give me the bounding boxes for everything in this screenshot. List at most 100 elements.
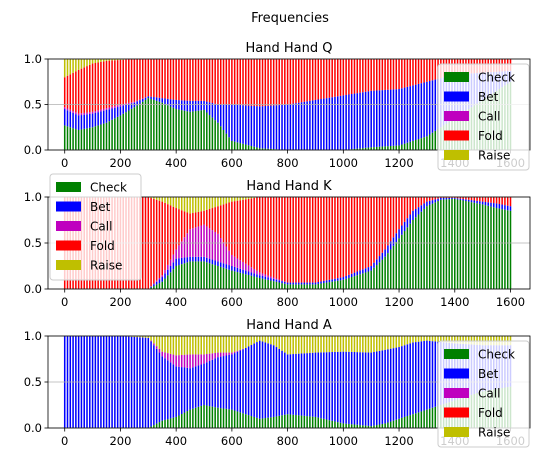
bar-bet [311, 100, 314, 150]
bar-fold [309, 59, 311, 101]
x-tick-label: 1200 [384, 434, 413, 448]
bars [63, 197, 512, 289]
bar-fold [378, 59, 381, 91]
bar-call [172, 254, 175, 263]
bar-fold [261, 197, 264, 274]
bar-raise [437, 336, 439, 342]
bar-fold [217, 59, 219, 105]
bar-bet [300, 282, 303, 285]
bar-bet [194, 100, 197, 112]
bar-bet [228, 265, 230, 270]
bar-call [211, 230, 214, 260]
bar-raise [153, 336, 155, 344]
bar-check [253, 276, 255, 289]
bar-raise [164, 336, 166, 353]
bar-fold [239, 59, 242, 106]
bar-fold [183, 59, 186, 101]
bar-bet [423, 82, 425, 138]
bar-fold [370, 197, 372, 266]
bar-check [211, 264, 214, 289]
bar-fold [169, 205, 172, 260]
bar-bet [342, 95, 345, 150]
bar-raise [297, 336, 300, 354]
bar-check [317, 417, 320, 428]
bar-fold [381, 59, 384, 91]
bar-call [208, 228, 211, 259]
bar-check [189, 111, 191, 150]
bar-bet [139, 100, 141, 104]
bar-bet [225, 104, 228, 134]
bar-call [203, 224, 205, 257]
bar-bet [281, 281, 283, 284]
bar-raise [164, 197, 166, 203]
bar-check [392, 420, 395, 428]
bar-fold [336, 197, 339, 279]
bar-check [228, 269, 230, 289]
bar-bet [192, 256, 194, 262]
bar-bet [150, 286, 152, 288]
bar-bet [300, 102, 303, 150]
bar-bet [470, 200, 473, 203]
bar-fold [180, 210, 183, 242]
legend-label-bet: Bet [478, 367, 499, 381]
bar-bet [370, 352, 372, 427]
bar-bet [317, 99, 320, 150]
bar-check [66, 126, 69, 150]
bar-bet [389, 241, 392, 250]
bar-bet [364, 91, 367, 148]
bar-fold [242, 59, 244, 106]
bar-fold [214, 207, 216, 232]
bar-fold [356, 59, 359, 94]
bar-fold [451, 197, 453, 198]
bar-fold [278, 59, 281, 106]
bar-check [189, 261, 191, 289]
x-tick-label: 1200 [384, 295, 413, 309]
bar-check [270, 280, 272, 289]
bar-bet [384, 349, 386, 424]
bar-fold [261, 59, 264, 107]
bar-bet [278, 105, 281, 150]
bar-fold [501, 197, 503, 205]
bar-check [378, 262, 381, 289]
bar-raise [155, 336, 158, 347]
bar-check [250, 275, 253, 289]
bar-bet [231, 266, 233, 271]
bar-bet [364, 352, 367, 426]
bar-check [219, 126, 222, 150]
bar-check [431, 407, 434, 428]
bar-check [236, 411, 239, 428]
bar-check [409, 223, 411, 289]
bar-check [217, 407, 219, 428]
bar-bet [442, 197, 445, 200]
bar-fold [75, 71, 77, 113]
bar-raise [133, 336, 136, 337]
bar-fold [183, 211, 186, 238]
bar-call [225, 246, 228, 265]
bar-call [175, 355, 177, 367]
bar-check [233, 410, 236, 428]
bar-check [242, 413, 244, 428]
bar-raise [119, 59, 122, 60]
bar-bet [295, 353, 297, 416]
bar-fold [348, 197, 350, 275]
bar-raise [158, 336, 161, 349]
bar-bet [108, 109, 111, 122]
bar-check [403, 231, 406, 289]
bar-fold [206, 59, 208, 102]
bar-fold [256, 59, 258, 107]
bar-check [225, 268, 228, 289]
bar-raise [389, 336, 392, 349]
bar-bet [284, 352, 286, 415]
bar-fold [376, 59, 378, 91]
bar-check [409, 415, 411, 428]
bar-bet [331, 97, 333, 150]
bar-check [125, 112, 127, 150]
bar-check [395, 145, 398, 150]
bar-fold [370, 59, 372, 91]
bar-raise [189, 197, 191, 214]
bar-check [222, 408, 225, 428]
bar-bet [203, 256, 205, 262]
bar-check [141, 101, 144, 150]
bar-raise [192, 197, 194, 214]
bar-bet [197, 256, 200, 262]
